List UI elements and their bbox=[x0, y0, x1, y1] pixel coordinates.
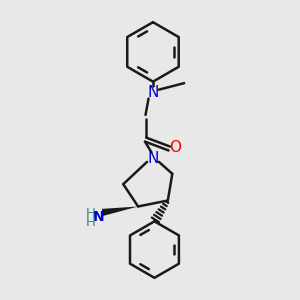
Text: N: N bbox=[93, 210, 104, 224]
Text: H: H bbox=[85, 207, 95, 220]
Text: H: H bbox=[85, 216, 95, 229]
Text: O: O bbox=[169, 140, 181, 154]
Text: N: N bbox=[147, 85, 159, 100]
Text: N: N bbox=[147, 152, 159, 166]
Polygon shape bbox=[102, 206, 138, 216]
